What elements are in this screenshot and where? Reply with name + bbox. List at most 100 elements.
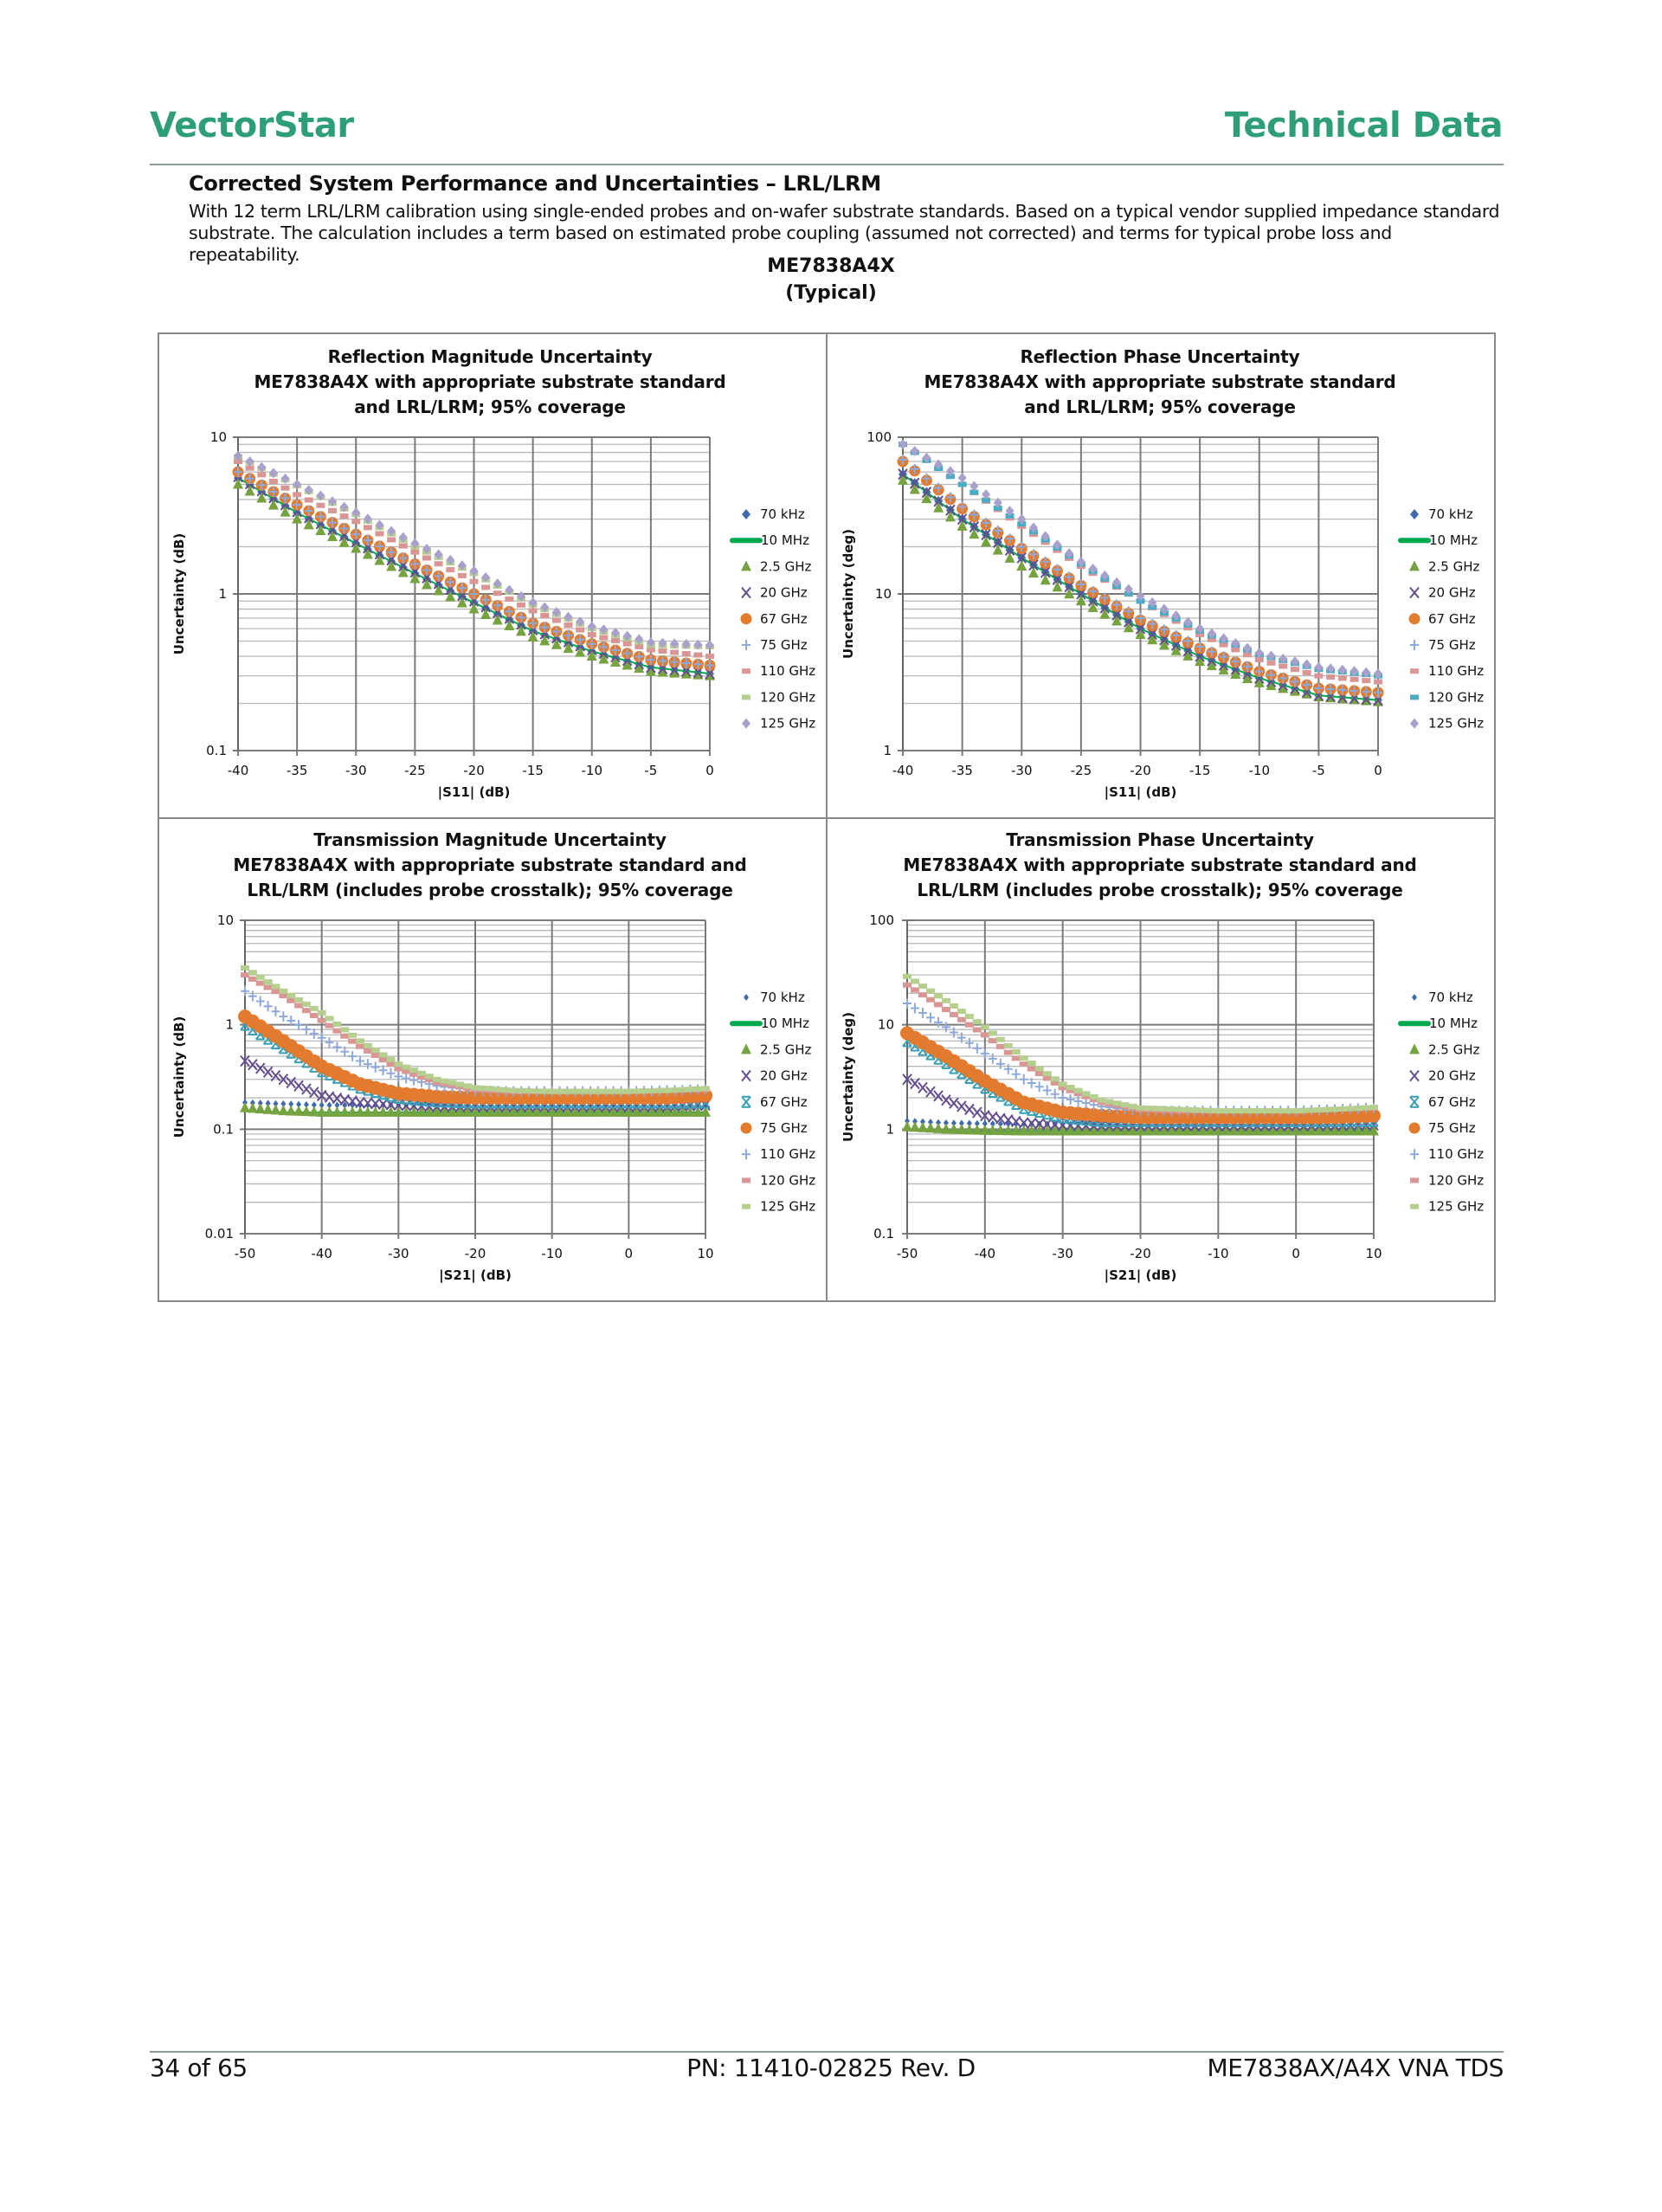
model-name: ME7838A4X (767, 255, 895, 277)
legend-marker (742, 1203, 750, 1209)
data-point (910, 446, 919, 457)
chart-title-line: and LRL/LRM; 95% coverage (354, 397, 626, 417)
data-point (1219, 642, 1228, 648)
series-2.5-ghz (233, 478, 715, 680)
chart-title-line: ME7838A4X with appropriate substrate sta… (903, 854, 1417, 875)
data-point (1066, 1094, 1075, 1106)
data-point (240, 1054, 250, 1067)
data-point (1302, 659, 1311, 670)
data-point (546, 1106, 557, 1117)
y-tick-label: 0.1 (206, 743, 227, 758)
legend-label: 120 GHz (760, 1172, 815, 1188)
data-point (241, 985, 249, 996)
x-axis-label: |S11| (dB) (1105, 784, 1177, 801)
data-point (1290, 676, 1299, 687)
data-point (316, 490, 325, 501)
data-point (362, 1106, 373, 1117)
data-point (555, 1088, 564, 1094)
data-point (481, 584, 491, 590)
data-point (1237, 1108, 1246, 1114)
data-point (1245, 1108, 1254, 1114)
data-point (1019, 1074, 1028, 1085)
data-point (1195, 655, 1206, 667)
data-point (1034, 1066, 1044, 1072)
data-point (340, 1046, 350, 1057)
data-point (339, 1106, 351, 1117)
data-point (325, 1016, 334, 1022)
data-point (949, 1097, 959, 1109)
legend-label: 110 GHz (760, 1146, 815, 1162)
data-point (279, 993, 288, 999)
data-point (1254, 657, 1264, 663)
data-point (1080, 1125, 1092, 1136)
legend-label: 2.5 GHz (1428, 1042, 1480, 1057)
data-point (1306, 1125, 1317, 1136)
data-point (945, 492, 955, 503)
data-point (372, 1101, 378, 1109)
legend-marker (742, 640, 750, 650)
data-point (997, 1120, 1003, 1128)
data-point (1369, 1125, 1379, 1136)
x-tick-label: -50 (235, 1246, 256, 1261)
data-point (409, 1067, 419, 1074)
data-point (670, 1087, 680, 1093)
data-point (979, 1124, 990, 1135)
data-point (1314, 682, 1324, 693)
data-point (1027, 1066, 1036, 1072)
data-point (1252, 1125, 1263, 1136)
data-point (338, 536, 350, 547)
data-point (348, 1032, 358, 1038)
legend-marker (1409, 1043, 1420, 1054)
data-point (293, 1105, 305, 1116)
data-point (701, 1086, 710, 1092)
data-point (332, 1106, 343, 1117)
data-point (1002, 1125, 1014, 1136)
data-point (1158, 1125, 1169, 1136)
data-point (493, 1087, 503, 1093)
data-point (1119, 1125, 1131, 1136)
data-point (1228, 1125, 1240, 1136)
data-point (375, 531, 384, 537)
data-point (1026, 1125, 1037, 1136)
data-point (1112, 1100, 1122, 1106)
data-point (516, 625, 526, 636)
data-point (1088, 585, 1098, 597)
data-point (658, 655, 667, 667)
data-point (1221, 1125, 1232, 1136)
data-point (993, 526, 1002, 537)
data-point (902, 1120, 912, 1132)
footer-part-number: PN: 11410-02825 Rev. D (686, 2054, 976, 2082)
data-point (263, 984, 273, 990)
data-point (654, 1087, 664, 1093)
chart-title-line: Transmission Magnitude Uncertainty (313, 829, 667, 850)
data-point (1066, 1084, 1075, 1090)
data-point (1135, 622, 1146, 635)
data-point (940, 1123, 951, 1134)
data-point (1058, 1093, 1067, 1104)
data-point (268, 468, 278, 479)
data-point (447, 1106, 458, 1117)
data-point (1195, 623, 1205, 635)
x-tick-label: -15 (1189, 763, 1211, 778)
data-point (409, 1106, 420, 1117)
data-point (918, 1081, 928, 1093)
y-tick-label: 1 (886, 1121, 894, 1137)
data-point (273, 1100, 279, 1107)
data-point (670, 656, 680, 667)
data-point (700, 1096, 711, 1109)
x-tick-label: -40 (892, 763, 914, 778)
data-point (431, 1106, 442, 1117)
data-point (956, 1123, 967, 1134)
data-point (293, 492, 302, 498)
data-point (646, 637, 655, 648)
data-point (1065, 1125, 1076, 1136)
data-point (1362, 1105, 1371, 1111)
data-point (1143, 1125, 1154, 1136)
series-125-ghz (903, 973, 1378, 1114)
data-point (654, 1106, 665, 1117)
legend-marker (742, 668, 750, 674)
data-point (416, 1070, 426, 1076)
data-point (268, 486, 278, 497)
data-point (1243, 642, 1253, 654)
data-point (616, 1088, 626, 1094)
